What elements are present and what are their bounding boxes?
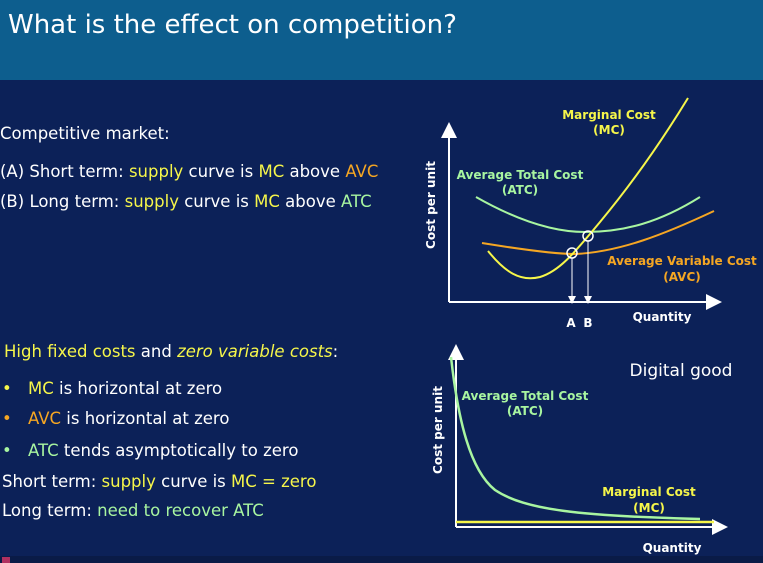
avc-curve (481, 210, 715, 256)
supply-word: supply (128, 162, 184, 181)
logo-icon (2, 557, 10, 563)
point-a-marker (566, 247, 578, 259)
bullet-icon: • (2, 379, 12, 398)
curve-is-text: curve is (155, 472, 232, 491)
mc-label-2-line2: (MC) (633, 501, 665, 515)
recover-atc-text: need to recover ATC (97, 501, 264, 520)
bullet-avc: • AVC is horizontal at zero (2, 409, 229, 428)
mc-label-line2: (MC) (593, 123, 625, 137)
diagram2-xlabel: Quantity (643, 541, 702, 555)
fixed-costs-heading: High fixed costs and zero variable costs… (4, 342, 338, 361)
short-term-supply-line: Short term: supply curve is MC = zero (2, 472, 316, 491)
slide-title: What is the effect on competition? (8, 10, 457, 40)
avc-label-line2: (AVC) (663, 270, 701, 284)
mc-zero-word: MC = zero (231, 472, 317, 491)
colon-text: : (332, 342, 339, 361)
high-fixed-costs: High fixed costs (4, 342, 136, 361)
long-term-prefix: (B) Long term: (0, 192, 125, 211)
supply-word: supply (101, 472, 156, 491)
digital-good-title: Digital good (630, 361, 733, 381)
bullet-icon: • (2, 409, 12, 428)
curve-is-text: curve is (178, 192, 255, 211)
bullet-rest: is horizontal at zero (61, 409, 230, 428)
mc-label-line1: Marginal Cost (562, 108, 656, 122)
competitive-market-heading: Competitive market: (0, 124, 170, 143)
avc-word: AVC (345, 162, 379, 181)
diagram1-ylabel: Cost per unit (424, 161, 438, 249)
bullet-mc: • MC is horizontal at zero (2, 379, 222, 398)
mc-word: MC (258, 162, 285, 181)
short-term-prefix: Short term: (2, 472, 102, 491)
diagram2-ylabel: Cost per unit (431, 386, 445, 474)
point-b-label: B (583, 316, 592, 330)
atc-label-line2: (ATC) (502, 183, 538, 197)
bullet-rest: tends asymptotically to zero (58, 441, 299, 460)
point-b-marker (582, 230, 594, 242)
point-a-label: A (566, 316, 576, 330)
short-term-line: (A) Short term: supply curve is MC above… (0, 162, 378, 181)
bullet-colored: AVC (28, 409, 62, 428)
above-text: above (284, 162, 346, 181)
atc-label-line1: Average Total Cost (457, 168, 584, 182)
atc-label-2-line2: (ATC) (507, 404, 543, 418)
long-term-prefix: Long term: (2, 501, 98, 520)
mc-label-2-line1: Marginal Cost (602, 485, 696, 499)
mc-curve (487, 97, 689, 280)
short-term-prefix: (A) Short term: (0, 162, 129, 181)
diagram1-xlabel: Quantity (633, 310, 692, 324)
bullet-rest: is horizontal at zero (53, 379, 223, 398)
long-term-recover-line: Long term: need to recover ATC (2, 501, 264, 520)
zero-variable-costs: zero variable costs (177, 342, 333, 361)
bullet-atc: • ATC tends asymptotically to zero (2, 441, 298, 460)
curve-is-text: curve is (183, 162, 259, 181)
atc-curve-2 (449, 356, 701, 521)
bullet-colored: ATC (28, 441, 59, 460)
atc-curve (475, 196, 701, 234)
title-bar (0, 0, 763, 80)
above-text: above (279, 192, 341, 211)
mc-word: MC (254, 192, 280, 211)
long-term-line: (B) Long term: supply curve is MC above … (0, 192, 372, 211)
atc-label-2-line1: Average Total Cost (462, 389, 589, 403)
bullet-colored: MC (28, 379, 54, 398)
bullet-icon: • (2, 441, 12, 460)
and-text: and (135, 342, 178, 361)
supply-word: supply (124, 192, 179, 211)
footer-bar (0, 556, 763, 563)
avc-label-line1: Average Variable Cost (607, 254, 757, 268)
atc-word: ATC (340, 192, 372, 211)
